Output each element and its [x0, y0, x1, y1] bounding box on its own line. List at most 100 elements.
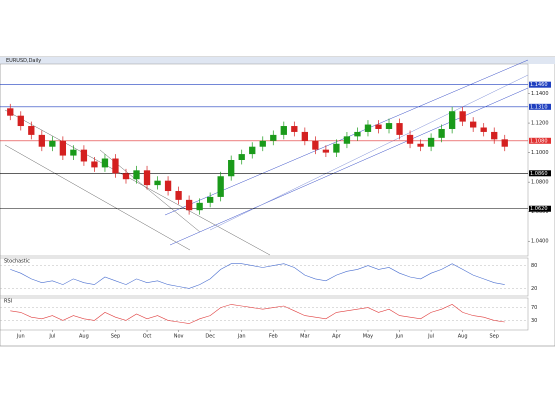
y-tick-label: 1.0600 — [531, 209, 549, 215]
x-tick-label: Mar — [300, 334, 310, 340]
x-tick-label: Jun — [16, 334, 25, 340]
candle-body — [59, 140, 67, 156]
candle-body — [28, 126, 35, 135]
y-tick-label: 70 — [531, 305, 537, 311]
level-label: 1.1460 — [530, 82, 548, 88]
x-tick-label: Apr — [332, 334, 342, 340]
candle-body — [375, 124, 382, 129]
candle-body — [354, 131, 361, 137]
candle-body — [301, 131, 308, 141]
indicator-name: RSI — [4, 299, 12, 305]
x-tick-label: Sep — [490, 334, 499, 340]
level-label-box — [529, 137, 551, 144]
indicator-line — [10, 304, 505, 324]
level-label-box — [529, 205, 551, 212]
channel-line — [4, 144, 191, 251]
x-tick-label: Jan — [237, 334, 246, 340]
level-label: 1.0860 — [530, 171, 548, 177]
candle-body — [217, 176, 224, 197]
candle-body — [7, 108, 14, 116]
candle-body — [101, 158, 109, 168]
toolbar — [0, 57, 555, 64]
x-tick-label: Aug — [79, 334, 89, 340]
chart-title: EURUSD,Daily — [6, 58, 41, 64]
channel-line — [209, 74, 529, 231]
candle-body — [491, 131, 498, 140]
candle-body — [185, 199, 193, 211]
x-tick-label: Dec — [205, 334, 215, 340]
candle-body — [427, 137, 435, 147]
y-tick-label: 1.1000 — [531, 150, 549, 156]
y-tick-label: 1.1400 — [531, 91, 549, 97]
candle-body — [154, 180, 161, 186]
indicator-line — [10, 263, 505, 289]
candle-body — [501, 139, 508, 147]
level-label: 1.1310 — [530, 104, 548, 110]
x-tick-label: Aug — [458, 334, 468, 340]
candle-body — [133, 170, 140, 180]
candle-body — [459, 111, 466, 122]
candle-body — [80, 149, 88, 162]
channel-line — [169, 87, 529, 246]
candle-body — [17, 115, 24, 127]
candle-body — [322, 149, 330, 153]
main-pane — [0, 63, 529, 257]
window-frame — [0, 56, 555, 347]
candle-body — [333, 143, 340, 153]
candle-body — [112, 158, 119, 174]
candle-body — [238, 154, 245, 160]
x-tick-label: Jun — [395, 334, 404, 340]
level-label: 1.0620 — [530, 206, 548, 212]
candle-body — [228, 160, 235, 177]
candle-body — [38, 134, 45, 147]
level-label-box — [529, 103, 551, 110]
candle-body — [396, 123, 403, 135]
candle-body — [49, 140, 56, 147]
candle-body — [280, 126, 287, 135]
candle-body — [175, 191, 182, 200]
candle-body — [470, 121, 477, 128]
candle-body — [417, 143, 424, 147]
x-tick-label: Feb — [269, 334, 278, 340]
x-tick-label: Oct — [143, 334, 152, 340]
level-label-box — [529, 170, 551, 177]
candle-body — [249, 146, 256, 155]
level-label: 1.1080 — [530, 138, 548, 144]
candle-body — [364, 124, 372, 132]
candle-body — [291, 126, 298, 132]
candle-body — [196, 202, 203, 211]
candle-body — [406, 134, 414, 144]
candle-body — [143, 170, 151, 186]
x-tick-label: Nov — [174, 334, 184, 340]
y-tick-label: 80 — [531, 263, 537, 269]
candle-body — [91, 161, 98, 168]
candle-body — [122, 173, 130, 180]
channel-line — [4, 109, 271, 256]
y-tick-label: 1.0800 — [531, 180, 549, 186]
indicator-name: Stochastic — [4, 259, 30, 265]
candle-body — [259, 140, 266, 147]
y-tick-label: 20 — [531, 286, 537, 292]
candle-body — [480, 127, 487, 132]
x-tick-label: Jul — [48, 334, 55, 340]
candle-body — [343, 136, 351, 144]
level-label-box — [529, 81, 551, 88]
candle-body — [312, 140, 319, 150]
x-tick-label: Jul — [427, 334, 434, 340]
x-tick-label: May — [363, 334, 373, 340]
candle-body — [438, 128, 445, 138]
y-tick-label: 1.1200 — [531, 121, 549, 127]
indicator-pane — [0, 297, 529, 331]
candle-body — [164, 180, 172, 192]
candle-body — [70, 149, 77, 156]
indicator-pane — [0, 257, 529, 297]
candle-body — [270, 134, 277, 141]
y-tick-label: 30 — [531, 318, 537, 324]
candle-body — [385, 123, 393, 129]
y-tick-label: 1.0400 — [531, 239, 549, 245]
candle-body — [207, 196, 214, 203]
x-tick-label: Sep — [111, 334, 120, 340]
candle-body — [448, 111, 456, 129]
